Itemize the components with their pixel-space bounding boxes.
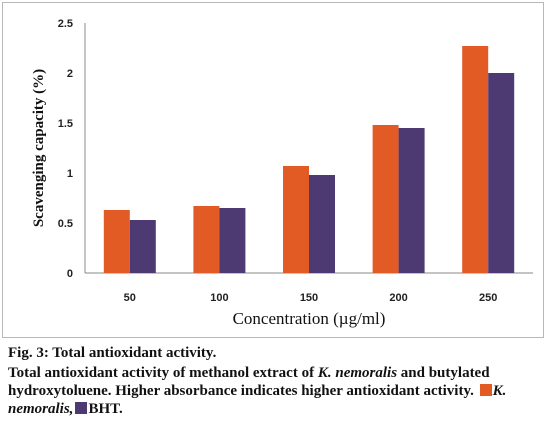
y-axis-title: Scavenging capacity (%) xyxy=(31,69,47,227)
y-tick-label: 2.5 xyxy=(58,18,73,30)
bar-bht-200 xyxy=(398,128,425,273)
x-tick-label: 150 xyxy=(300,292,318,304)
y-tick-label: 0 xyxy=(67,268,73,280)
x-tick-label: 100 xyxy=(210,292,228,304)
caption-text-1: Total antioxidant activity of methanol e… xyxy=(8,365,318,381)
bar-bht-250 xyxy=(488,73,515,273)
legend-swatch-bht xyxy=(75,402,88,414)
x-axis-title: Concentration (µg/ml) xyxy=(233,309,386,328)
legend-label-bht: BHT. xyxy=(88,401,123,417)
legend-swatch-knemoralis xyxy=(479,384,492,396)
bar-knemoralis-50 xyxy=(103,210,130,273)
bar-bht-100 xyxy=(219,208,246,273)
y-tick-label: 1 xyxy=(67,168,73,180)
x-tick-labels: 50 100 150 200 250 xyxy=(124,292,498,304)
legend-label-knemoralis: K. nemoralis, xyxy=(8,383,507,417)
x-tick-label: 50 xyxy=(124,292,136,304)
bars-group xyxy=(103,46,515,273)
bar-bht-50 xyxy=(129,220,156,273)
x-tick-label: 250 xyxy=(479,292,497,304)
x-tick-label: 200 xyxy=(389,292,407,304)
bar-knemoralis-250 xyxy=(462,46,489,273)
bar-knemoralis-150 xyxy=(283,166,309,273)
bar-bht-150 xyxy=(309,175,335,273)
figure-panel: 0 0.5 1 1.5 2 2.5 50 100 150 200 250 Concentratio… xyxy=(2,2,544,338)
caption-body: Total antioxidant activity of methanol e… xyxy=(8,364,546,418)
y-tick-label: 0.5 xyxy=(58,218,73,230)
figure-caption: Fig. 3: Total antioxidant activity. Tota… xyxy=(8,344,546,418)
bar-knemoralis-200 xyxy=(372,125,399,273)
caption-text-2: and butylated hydroxytoluene. Higher abs… xyxy=(8,365,490,399)
bar-chart: 0 0.5 1 1.5 2 2.5 50 100 150 200 250 Concentratio… xyxy=(31,18,533,328)
caption-title: Fig. 3: Total antioxidant activity. xyxy=(8,345,217,361)
bar-knemoralis-100 xyxy=(193,206,220,273)
caption-species: K. nemoralis xyxy=(317,365,398,381)
y-tick-label: 2 xyxy=(67,68,73,80)
y-tick-labels: 0 0.5 1 1.5 2 2.5 xyxy=(58,18,73,280)
y-tick-label: 1.5 xyxy=(58,118,73,130)
